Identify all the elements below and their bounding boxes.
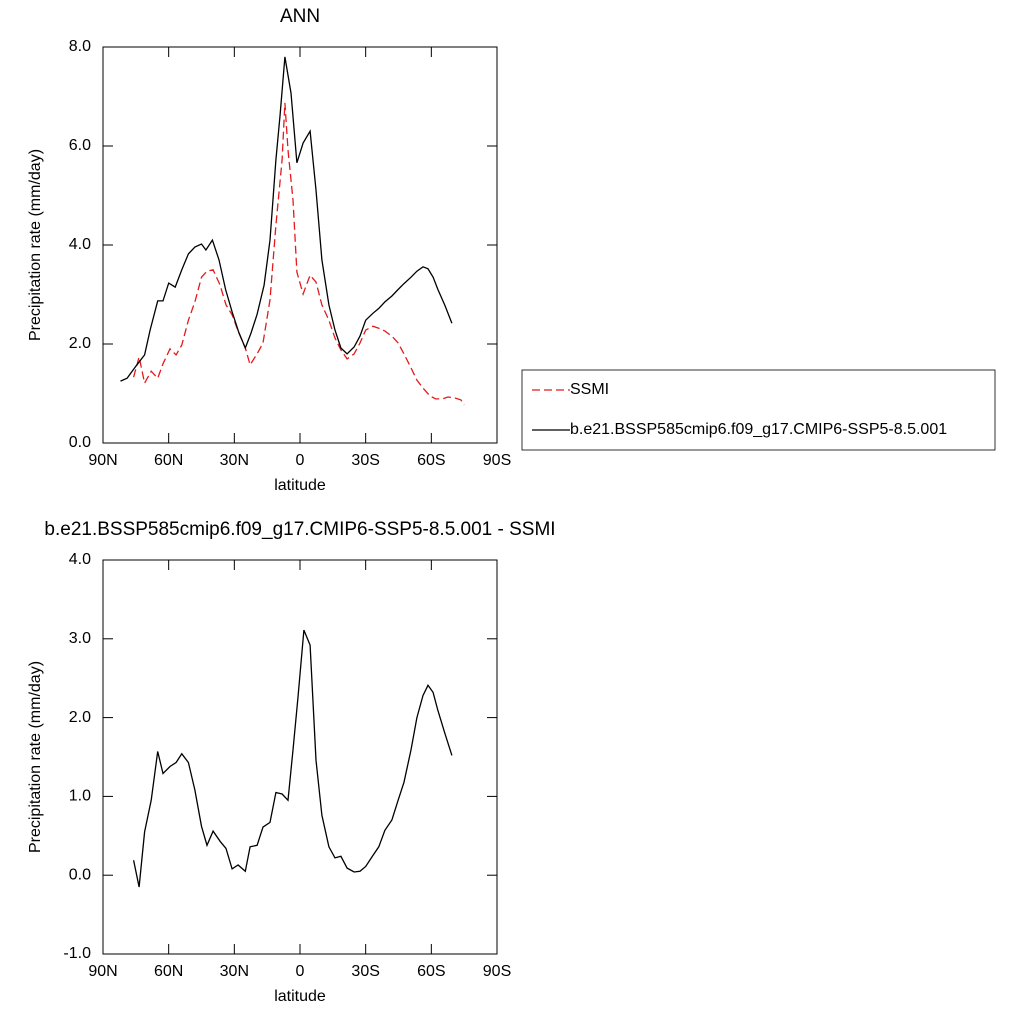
plot-frame bbox=[102, 46, 498, 444]
y-tick-label: 6.0 bbox=[69, 137, 91, 154]
y-tick-label: 4.0 bbox=[69, 236, 91, 253]
y-tick-label: 4.0 bbox=[69, 551, 91, 568]
y-tick-label: 2.0 bbox=[69, 709, 91, 726]
x-tick-label: 60S bbox=[417, 452, 445, 469]
x-tick-label: 30S bbox=[351, 452, 379, 469]
x-axis-label: latitude bbox=[274, 477, 326, 494]
y-tick-label: 3.0 bbox=[69, 630, 91, 647]
x-axis-label: latitude bbox=[274, 988, 326, 1005]
x-tick-label: 30N bbox=[220, 452, 249, 469]
x-tick-label: 90S bbox=[483, 963, 511, 980]
y-tick-label: 8.0 bbox=[69, 38, 91, 55]
y-tick-label: 0.0 bbox=[69, 866, 91, 883]
x-tick-label: 30S bbox=[351, 963, 379, 980]
data-line bbox=[132, 102, 465, 406]
y-axis-label: Precipitation rate (mm/day) bbox=[27, 149, 44, 341]
data-line bbox=[120, 56, 453, 382]
y-axis-label: Precipitation rate (mm/day) bbox=[27, 661, 44, 853]
data-line bbox=[132, 629, 453, 888]
y-tick-label: 2.0 bbox=[69, 335, 91, 352]
y-tick-label: 1.0 bbox=[69, 788, 91, 805]
x-tick-label: 30N bbox=[220, 963, 249, 980]
legend-label: b.e21.BSSP585cmip6.f09_g17.CMIP6-SSP5-8.… bbox=[570, 421, 947, 438]
x-tick-label: 60S bbox=[417, 963, 445, 980]
legend-label: SSMI bbox=[570, 381, 609, 398]
x-tick-label: 60N bbox=[154, 963, 183, 980]
y-tick-label: -1.0 bbox=[63, 945, 91, 962]
x-tick-label: 0 bbox=[296, 452, 305, 469]
chart-title: b.e21.BSSP585cmip6.f09_g17.CMIP6-SSP5-8.… bbox=[44, 519, 555, 540]
legend-box bbox=[521, 369, 996, 451]
x-tick-label: 0 bbox=[296, 963, 305, 980]
x-tick-label: 90N bbox=[88, 452, 117, 469]
x-tick-label: 90S bbox=[483, 452, 511, 469]
y-tick-label: 0.0 bbox=[69, 434, 91, 451]
x-tick-label: 90N bbox=[88, 963, 117, 980]
x-tick-label: 60N bbox=[154, 452, 183, 469]
chart-title: ANN bbox=[280, 6, 320, 27]
plot-frame bbox=[102, 559, 498, 955]
